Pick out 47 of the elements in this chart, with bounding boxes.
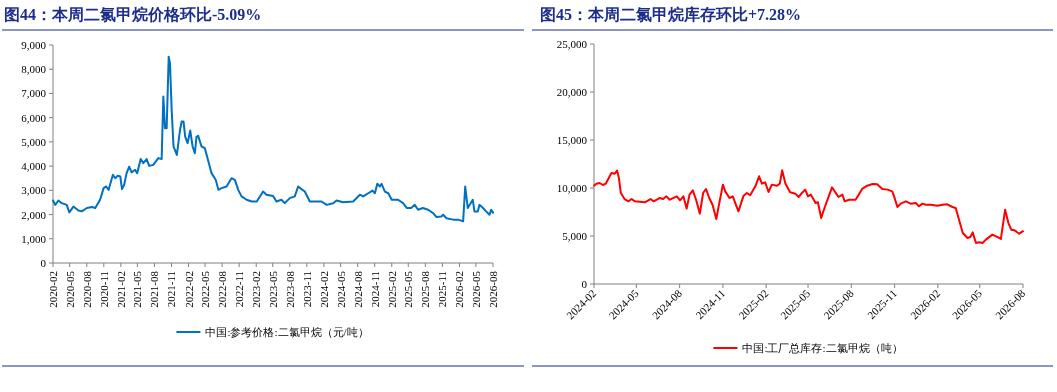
y-tick-label: 3,000 — [21, 184, 47, 197]
x-tick-label: 2021-11 — [165, 271, 178, 308]
y-tick-label: 7,000 — [21, 87, 47, 100]
legend-label: 中国:参考价格:二氯甲烷（元/吨） — [205, 326, 369, 338]
y-tick-label: 1,000 — [21, 232, 47, 245]
x-tick-label: 2023-11 — [300, 271, 313, 308]
x-tick-label: 2024-02 — [317, 271, 330, 308]
x-tick-label: 2022-11 — [233, 271, 246, 308]
y-tick-label: 2,000 — [21, 208, 47, 221]
x-tick-label: 2024-08 — [351, 270, 364, 308]
y-tick-label: 15,000 — [556, 134, 588, 146]
x-tick-label: 2022-02 — [182, 271, 195, 308]
x-tick-label: 2020-11 — [97, 271, 110, 308]
y-tick-label: 9,000 — [21, 39, 47, 51]
y-tick-label: 5,000 — [21, 135, 47, 148]
x-tick-label: 2020-05 — [63, 270, 76, 308]
x-tick-label: 2025-02 — [385, 271, 398, 308]
y-tick-label: 8,000 — [21, 63, 47, 76]
y-tick-label: 6,000 — [21, 111, 47, 124]
x-tick-label: 2025-11 — [436, 271, 449, 308]
x-tick-label: 2021-08 — [148, 270, 161, 308]
x-tick-label: 2021-05 — [131, 270, 144, 308]
x-tick-label: 2023-02 — [250, 271, 263, 308]
y-tick-label: 4,000 — [21, 160, 47, 173]
legend-label: 中国:工厂总库存:二氯甲烷（吨） — [742, 342, 903, 354]
y-tick-label: 0 — [581, 278, 588, 290]
x-tick-label: 2026-05 — [469, 270, 482, 308]
x-tick-label: 2024-05 — [334, 270, 347, 308]
y-tick-label: 20,000 — [556, 86, 588, 98]
x-tick-label: 2025-05 — [402, 270, 415, 308]
x-tick-label: 2024-11 — [368, 271, 381, 308]
y-tick-label: 5,000 — [562, 230, 588, 242]
x-tick-label: 2023-05 — [266, 270, 279, 308]
x-tick-label: 2026-02 — [453, 271, 466, 308]
y-tick-label: 25,000 — [556, 38, 588, 50]
x-tick-label: 2020-08 — [80, 270, 93, 308]
chart-title: 图45：本周二氯甲烷库存环比+7.28% — [540, 6, 802, 23]
x-tick-label: 2023-08 — [283, 270, 296, 308]
x-tick-label: 2021-02 — [114, 271, 127, 308]
x-tick-label: 2026-08 — [487, 270, 499, 308]
x-tick-label: 2022-05 — [199, 270, 212, 308]
x-tick-label: 2020-02 — [47, 271, 59, 308]
y-tick-label: 0 — [40, 257, 47, 269]
x-tick-label: 2022-08 — [216, 270, 229, 308]
y-tick-label: 10,000 — [556, 182, 588, 194]
x-tick-label: 2025-08 — [419, 270, 432, 308]
chart-title: 图44：本周二氯甲烷价格环比-5.09% — [4, 6, 262, 23]
